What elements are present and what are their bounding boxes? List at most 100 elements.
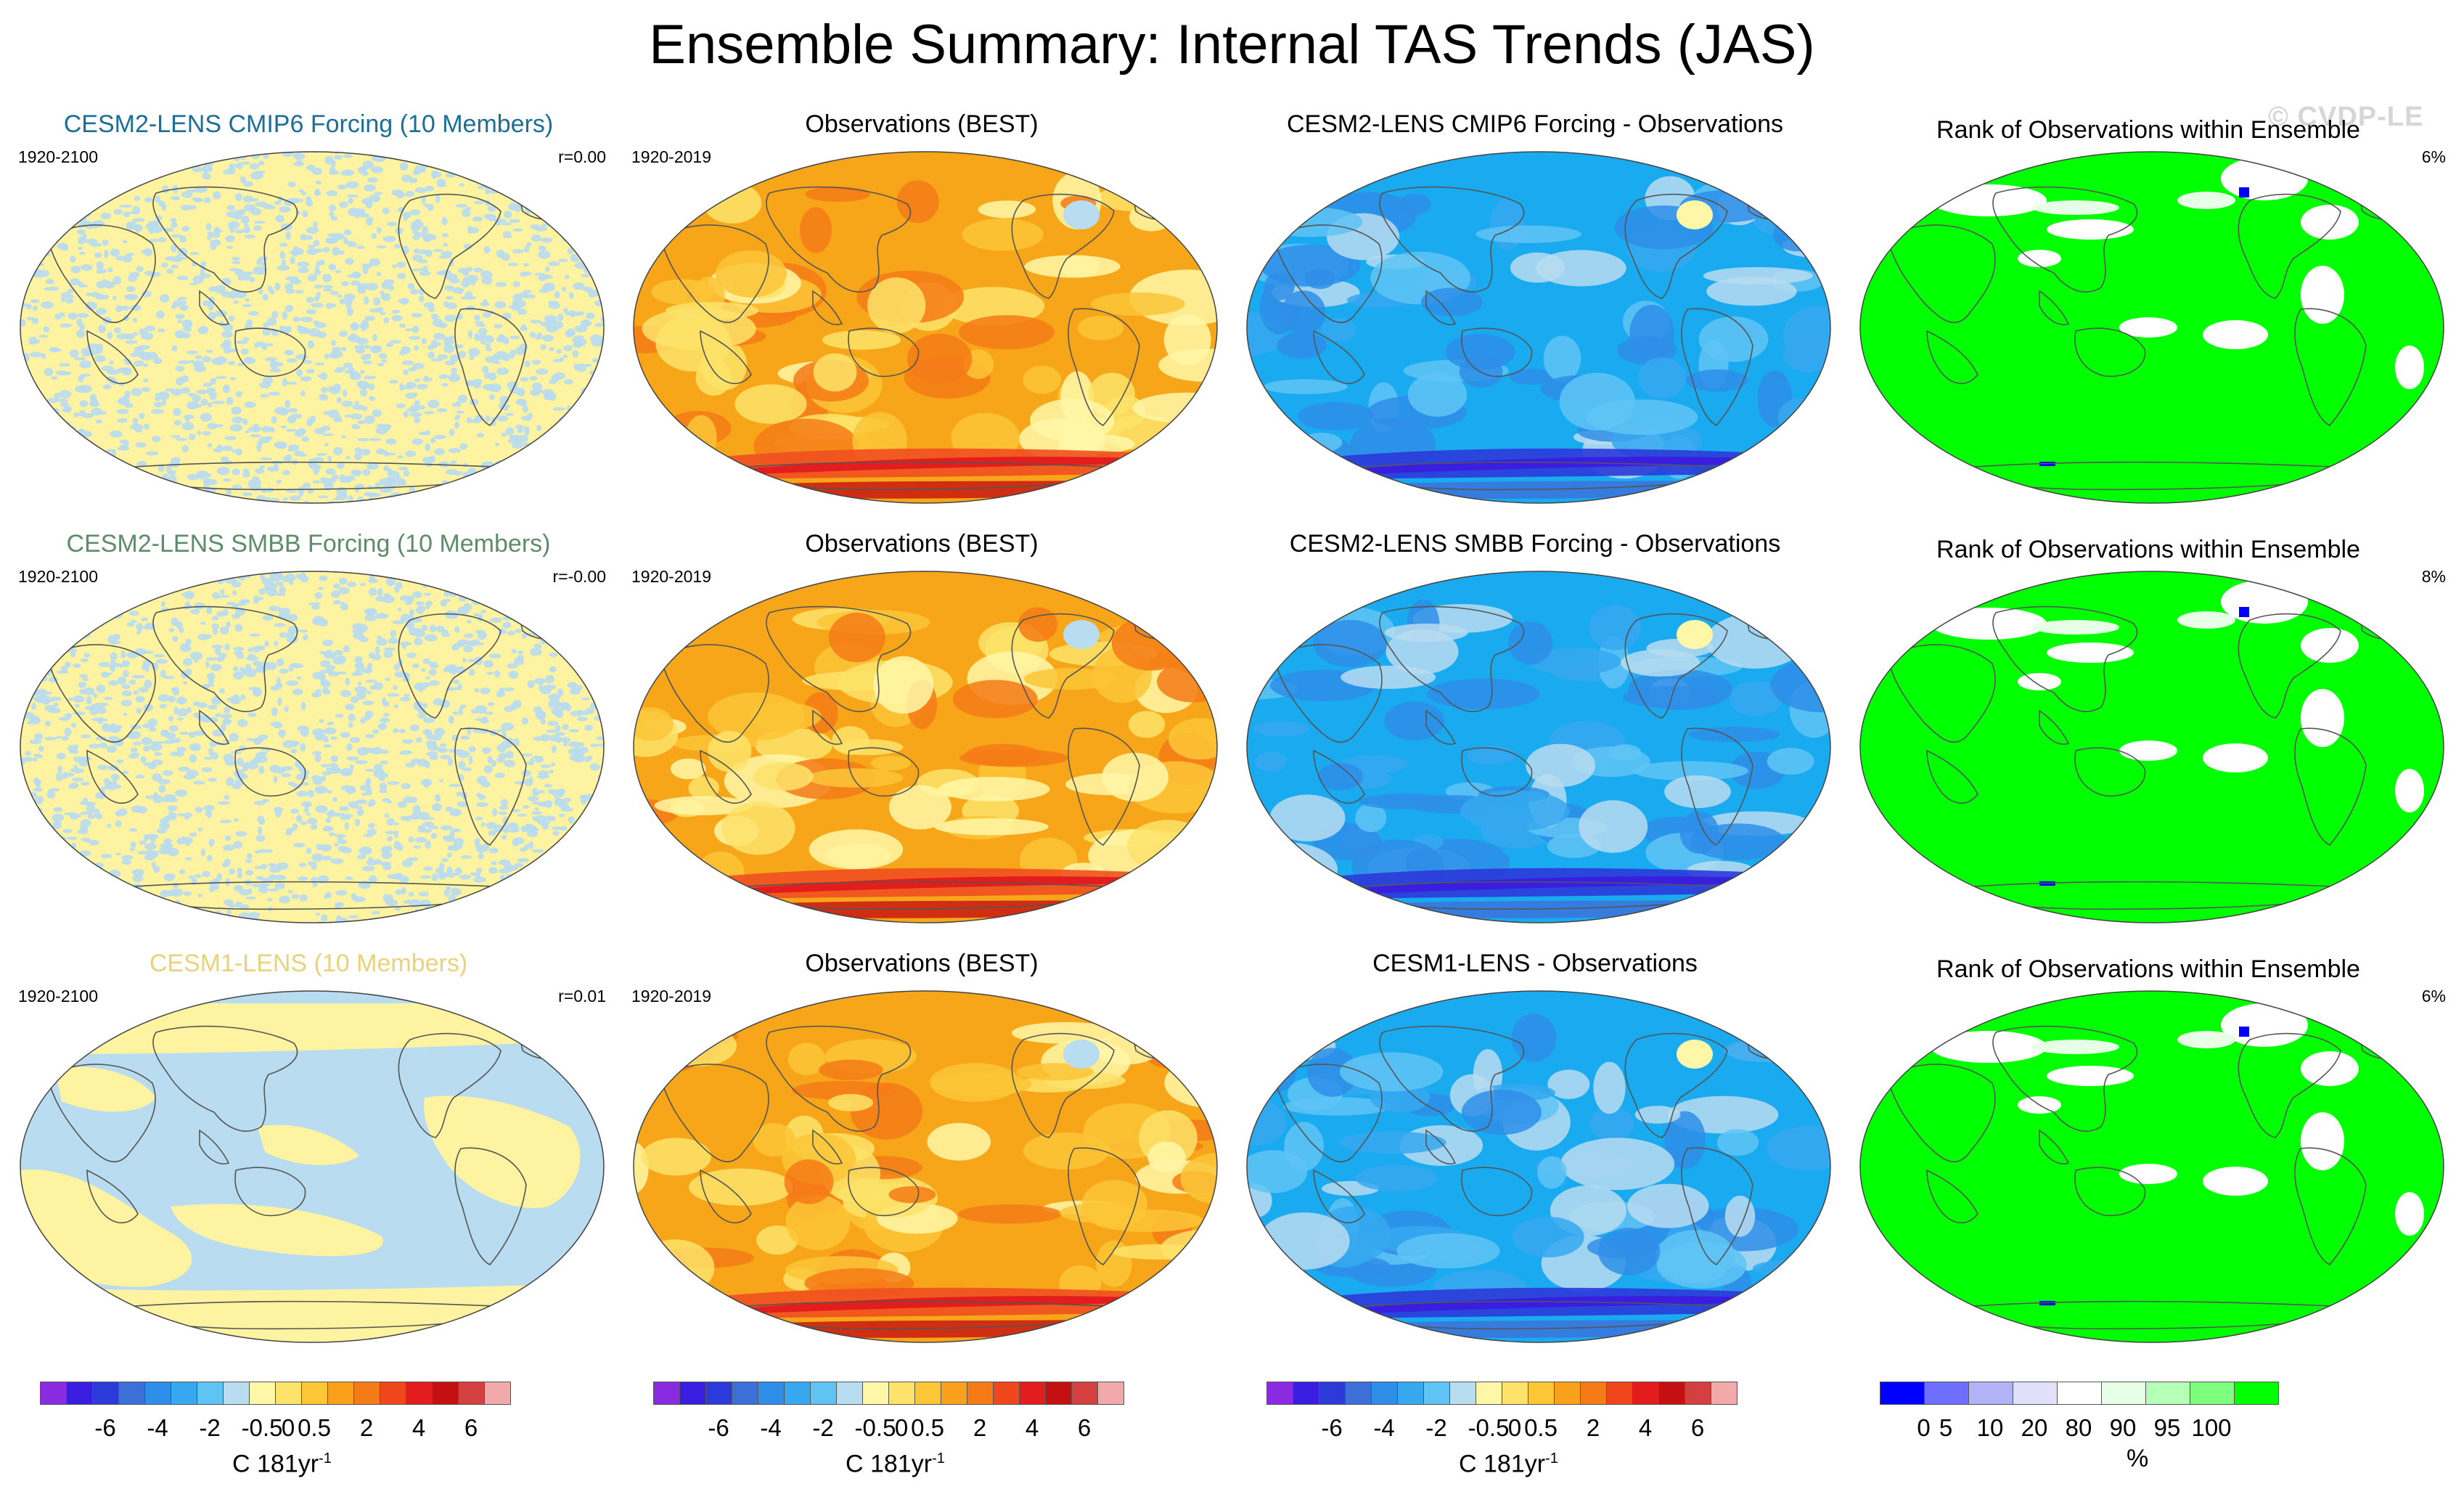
field-patch [1313, 620, 1388, 667]
noise-blob [465, 305, 475, 311]
noise-blob [182, 325, 189, 332]
noise-blob [44, 367, 54, 376]
noise-blob [356, 808, 364, 817]
noise-blob [194, 873, 202, 878]
noise-blob [49, 839, 56, 848]
field-patch [1664, 775, 1731, 808]
noise-blob [128, 910, 142, 916]
noise-blob [314, 754, 322, 762]
noise-blob [562, 501, 574, 503]
noise-blob [179, 235, 187, 243]
noise-blob [488, 702, 495, 706]
noise-blob [52, 478, 62, 486]
noise-blob [176, 751, 184, 757]
field-patch [748, 702, 822, 730]
field-patch [1622, 685, 1725, 709]
noise-blob [192, 166, 204, 173]
noise-blob [403, 411, 409, 417]
noise-blob [345, 181, 359, 189]
noise-blob [132, 417, 139, 425]
noise-blob [419, 875, 431, 879]
noise-blob [133, 332, 138, 336]
noise-blob [546, 921, 560, 923]
noise-blob [41, 168, 48, 178]
noise-blob [592, 485, 601, 489]
noise-blob [462, 658, 467, 663]
noise-blob [59, 363, 71, 367]
noise-blob [143, 833, 150, 841]
southern-band-core [740, 1296, 1139, 1314]
noise-blob [122, 240, 128, 244]
rank-white-region [2018, 673, 2061, 690]
noise-blob [271, 311, 279, 319]
noise-blob [502, 221, 512, 226]
diff-map [1246, 571, 1831, 923]
noise-blob [177, 813, 185, 817]
coastline-path [2294, 1147, 2367, 1265]
noise-blob [144, 854, 152, 861]
noise-blob [93, 196, 104, 204]
noise-blob [258, 588, 266, 595]
noise-blob [249, 197, 259, 202]
noise-blob [161, 185, 170, 193]
noise-blob [332, 583, 341, 590]
noise-blob [86, 179, 97, 188]
map-frame [20, 990, 605, 1343]
noise-blob [334, 369, 344, 373]
colorbar-tick-label: 2 [359, 1414, 374, 1441]
noise-blob [268, 605, 281, 611]
noise-blob [599, 784, 604, 789]
noise-blob [552, 745, 557, 754]
noise-blob [535, 909, 548, 914]
noise-blob [367, 662, 373, 671]
noise-blob [481, 276, 493, 285]
noise-blob [136, 707, 142, 714]
noise-blob [53, 874, 66, 878]
noise-blob [459, 443, 468, 450]
field-patch [941, 287, 1045, 325]
noise-blob [170, 217, 177, 223]
noise-blob [149, 897, 154, 903]
noise-blob [200, 621, 206, 625]
noise-blob [87, 206, 92, 210]
noise-blob [482, 299, 488, 307]
rank-panel: Rank of Observations within Ensemble 6% [1843, 948, 2453, 1355]
noise-blob [178, 696, 185, 705]
noise-blob [332, 797, 337, 802]
noise-blob [46, 790, 56, 799]
noise-blob [594, 235, 602, 243]
noise-blob [23, 473, 30, 479]
noise-blob [362, 468, 371, 476]
noise-blob [578, 876, 588, 881]
noise-blob [152, 435, 161, 442]
noise-blob [527, 160, 532, 166]
coastline-path [398, 1032, 502, 1138]
noise-blob [70, 910, 76, 918]
noise-blob [385, 677, 391, 681]
noise-blob [221, 291, 232, 298]
noise-blob [451, 488, 461, 494]
noise-blob [562, 724, 569, 730]
noise-blob [530, 224, 540, 229]
noise-blob [583, 319, 590, 327]
noise-blob [282, 497, 288, 502]
noise-blob [91, 462, 103, 468]
noise-blob [400, 617, 405, 621]
field-patch [906, 333, 973, 385]
noise-blob [269, 427, 275, 433]
colorbar-swatch [941, 1382, 967, 1405]
noise-blob [507, 474, 519, 479]
noise-blob [506, 882, 519, 888]
rank-light-region [2177, 1031, 2235, 1048]
noise-blob [239, 666, 245, 672]
noise-blob [558, 858, 572, 867]
noise-blob [386, 221, 398, 227]
colorbar-unit-text: C 181yr [1459, 1450, 1546, 1478]
noise-blob [499, 804, 509, 810]
rank-map [1859, 571, 2444, 923]
noise-blob [44, 191, 55, 197]
noise-blob [405, 762, 415, 768]
noise-blob [504, 903, 512, 908]
noise-blob [353, 208, 366, 214]
noise-blob [248, 426, 261, 433]
